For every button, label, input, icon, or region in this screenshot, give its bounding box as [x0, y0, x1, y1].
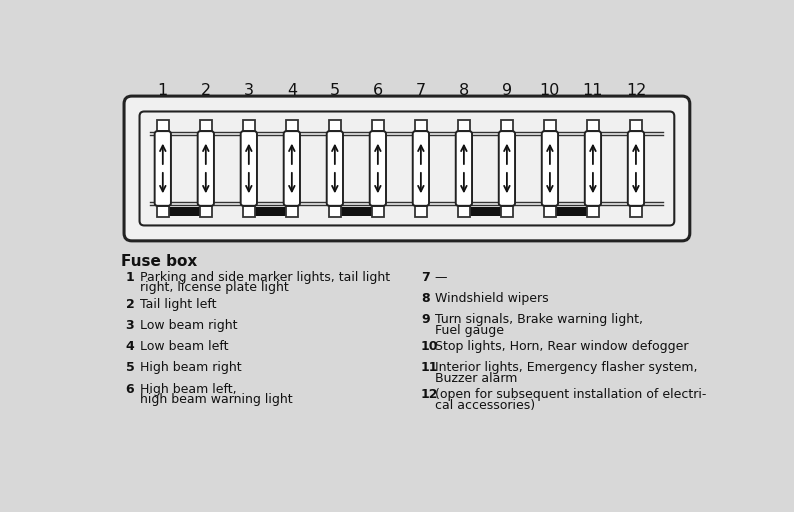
- FancyBboxPatch shape: [456, 131, 472, 206]
- Text: Buzzer alarm: Buzzer alarm: [435, 372, 517, 385]
- Text: Tail light left: Tail light left: [140, 298, 216, 311]
- Text: High beam left,: High beam left,: [140, 382, 236, 396]
- FancyBboxPatch shape: [155, 131, 171, 206]
- FancyBboxPatch shape: [329, 120, 341, 131]
- Text: Turn signals, Brake warning light,: Turn signals, Brake warning light,: [435, 313, 643, 326]
- Text: 1: 1: [158, 83, 168, 98]
- FancyBboxPatch shape: [544, 206, 556, 217]
- FancyBboxPatch shape: [243, 120, 255, 131]
- FancyBboxPatch shape: [243, 206, 255, 217]
- Bar: [169, 207, 199, 216]
- FancyBboxPatch shape: [199, 120, 212, 131]
- Text: 11: 11: [583, 83, 603, 98]
- Text: right, license plate light: right, license plate light: [140, 281, 288, 294]
- Bar: [556, 207, 587, 216]
- FancyBboxPatch shape: [372, 206, 384, 217]
- FancyBboxPatch shape: [283, 131, 300, 206]
- FancyBboxPatch shape: [140, 112, 674, 225]
- FancyBboxPatch shape: [329, 206, 341, 217]
- FancyBboxPatch shape: [457, 206, 470, 217]
- Text: Interior lights, Emergency flasher system,: Interior lights, Emergency flasher syste…: [435, 361, 697, 374]
- Text: 4: 4: [287, 83, 297, 98]
- Bar: [255, 207, 286, 216]
- FancyBboxPatch shape: [457, 120, 470, 131]
- Bar: [470, 207, 501, 216]
- Text: 7: 7: [416, 83, 426, 98]
- FancyBboxPatch shape: [499, 131, 515, 206]
- Text: 10: 10: [540, 83, 560, 98]
- Bar: [341, 207, 372, 216]
- FancyBboxPatch shape: [587, 120, 599, 131]
- FancyBboxPatch shape: [156, 206, 169, 217]
- FancyBboxPatch shape: [501, 120, 513, 131]
- FancyBboxPatch shape: [124, 96, 690, 241]
- FancyBboxPatch shape: [630, 206, 642, 217]
- FancyBboxPatch shape: [241, 131, 257, 206]
- Text: Fuel gauge: Fuel gauge: [435, 324, 504, 336]
- Text: cal accessories): cal accessories): [435, 399, 535, 412]
- FancyBboxPatch shape: [372, 120, 384, 131]
- Text: 5: 5: [330, 83, 340, 98]
- Text: 8: 8: [459, 83, 469, 98]
- Text: Windshield wipers: Windshield wipers: [435, 292, 549, 305]
- Text: 10: 10: [421, 340, 438, 353]
- Text: 8: 8: [421, 292, 430, 305]
- Text: 2: 2: [125, 298, 134, 311]
- FancyBboxPatch shape: [585, 131, 601, 206]
- FancyBboxPatch shape: [628, 131, 644, 206]
- Text: 9: 9: [502, 83, 512, 98]
- Text: Stop lights, Horn, Rear window defogger: Stop lights, Horn, Rear window defogger: [435, 340, 688, 353]
- Text: High beam right: High beam right: [140, 361, 241, 374]
- Text: 12: 12: [626, 83, 646, 98]
- Text: Low beam right: Low beam right: [140, 319, 237, 332]
- FancyBboxPatch shape: [198, 131, 214, 206]
- Text: 6: 6: [125, 382, 134, 396]
- FancyBboxPatch shape: [413, 131, 429, 206]
- Text: 2: 2: [201, 83, 211, 98]
- FancyBboxPatch shape: [286, 206, 298, 217]
- Text: 9: 9: [421, 313, 430, 326]
- FancyBboxPatch shape: [286, 120, 298, 131]
- FancyBboxPatch shape: [542, 131, 558, 206]
- FancyBboxPatch shape: [414, 120, 427, 131]
- FancyBboxPatch shape: [370, 131, 386, 206]
- Text: 5: 5: [125, 361, 134, 374]
- FancyBboxPatch shape: [326, 131, 343, 206]
- Text: Low beam left: Low beam left: [140, 340, 228, 353]
- FancyBboxPatch shape: [199, 206, 212, 217]
- Text: —: —: [435, 271, 447, 284]
- Text: 11: 11: [421, 361, 438, 374]
- Text: Parking and side marker lights, tail light: Parking and side marker lights, tail lig…: [140, 271, 390, 284]
- FancyBboxPatch shape: [501, 206, 513, 217]
- FancyBboxPatch shape: [414, 206, 427, 217]
- FancyBboxPatch shape: [587, 206, 599, 217]
- Text: Fuse box: Fuse box: [121, 254, 197, 269]
- Text: 1: 1: [125, 271, 134, 284]
- Text: 4: 4: [125, 340, 134, 353]
- FancyBboxPatch shape: [156, 120, 169, 131]
- Text: 3: 3: [125, 319, 134, 332]
- FancyBboxPatch shape: [630, 120, 642, 131]
- Text: 3: 3: [244, 83, 254, 98]
- Text: (open for subsequent installation of electri-: (open for subsequent installation of ele…: [435, 388, 706, 401]
- Text: 7: 7: [421, 271, 430, 284]
- Text: 12: 12: [421, 388, 438, 401]
- Text: high beam warning light: high beam warning light: [140, 393, 292, 406]
- FancyBboxPatch shape: [544, 120, 556, 131]
- Text: 6: 6: [373, 83, 383, 98]
